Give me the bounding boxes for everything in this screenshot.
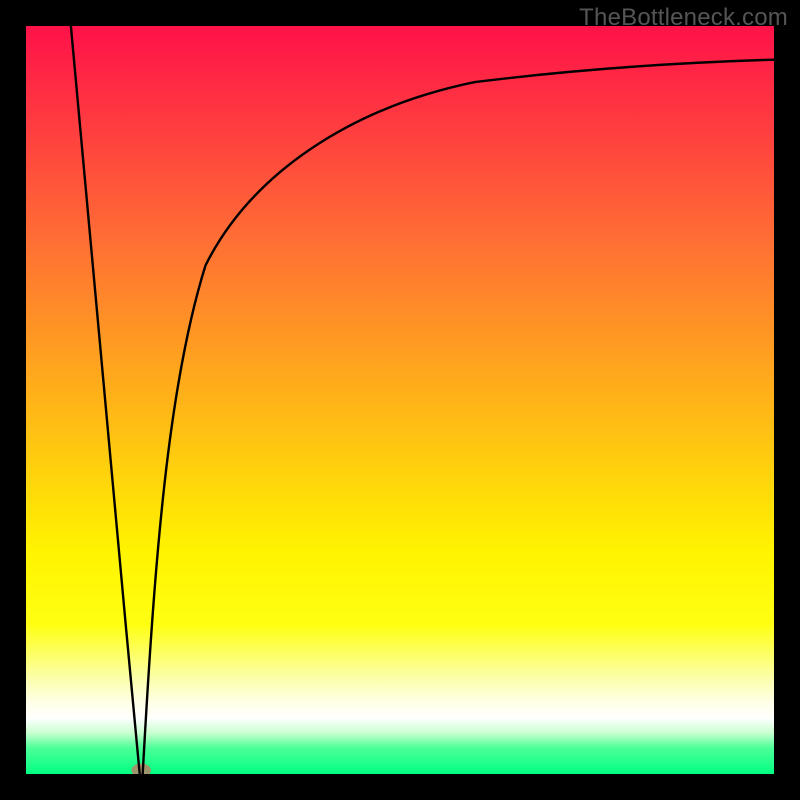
bottleneck-curve (71, 26, 774, 774)
minimum-marker (131, 764, 150, 774)
curve-layer (26, 26, 774, 774)
plot-area (26, 26, 774, 774)
chart-frame: TheBottleneck.com (0, 0, 800, 800)
watermark-text: TheBottleneck.com (579, 4, 788, 32)
